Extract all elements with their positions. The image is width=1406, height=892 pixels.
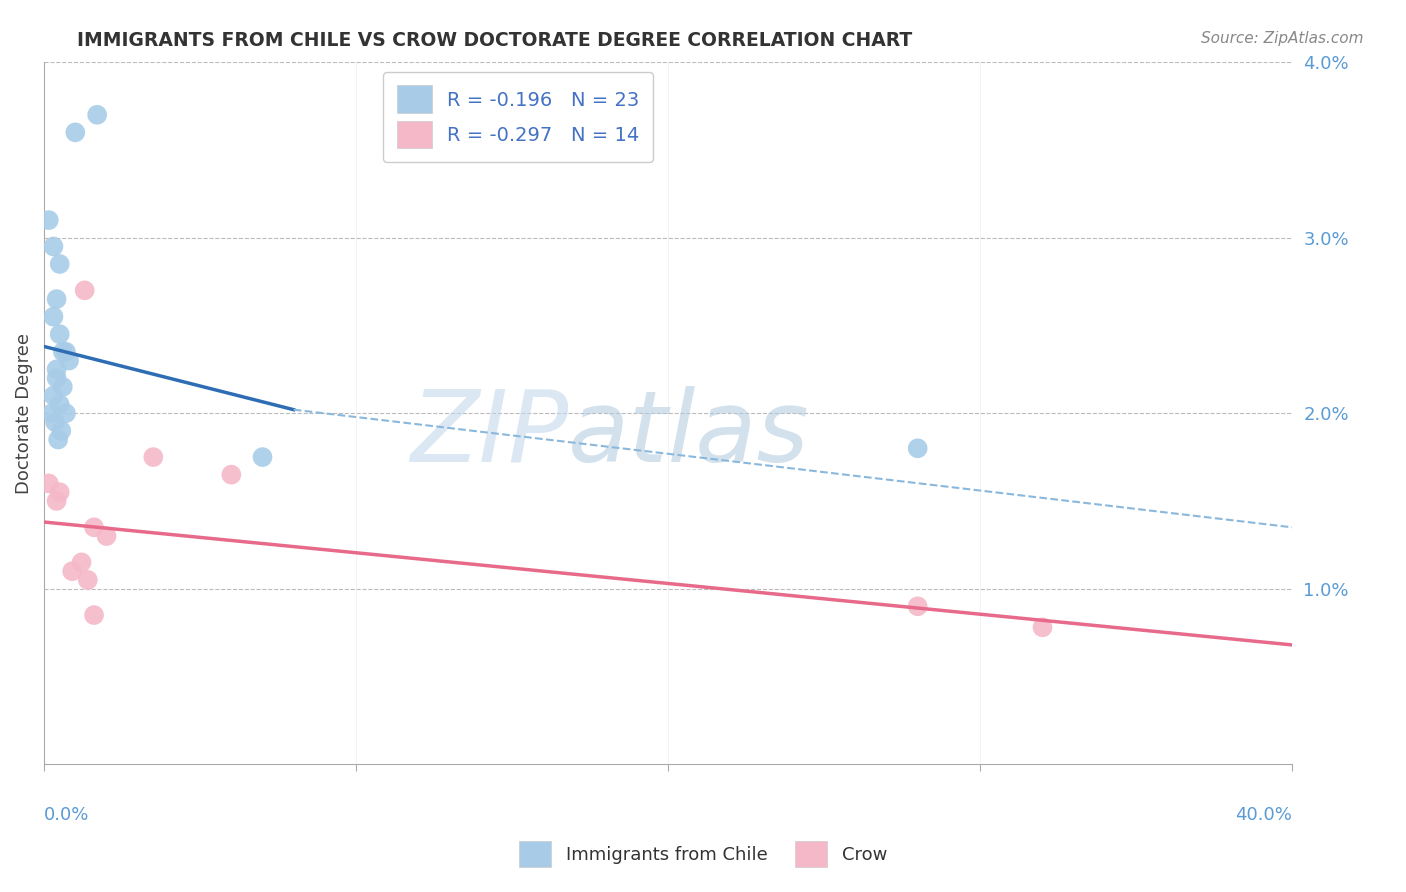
Point [52, 380, 75, 394]
Text: 40.0%: 40.0% [1236, 806, 1292, 824]
Point [48, 485, 70, 500]
Point [1031, 620, 1053, 634]
Point [46, 433, 69, 447]
Legend: Immigrants from Chile, Crow: Immigrants from Chile, Crow [512, 834, 894, 874]
Point [58, 353, 80, 368]
Point [907, 599, 929, 614]
Point [55, 344, 77, 359]
Text: ZIP: ZIP [411, 385, 568, 483]
Text: 0.0%: 0.0% [44, 806, 90, 824]
Text: atlas: atlas [568, 385, 810, 483]
Point [45, 371, 67, 385]
Point [73, 283, 96, 297]
Point [52, 344, 75, 359]
Point [142, 450, 165, 464]
Point [44, 415, 66, 429]
Point [55, 406, 77, 420]
Point [96, 529, 118, 543]
Point [51, 424, 73, 438]
Point [70, 556, 93, 570]
Point [48, 397, 70, 411]
Point [60, 564, 83, 578]
Point [907, 442, 929, 456]
Point [48, 257, 70, 271]
Point [41, 406, 63, 420]
Point [38, 476, 60, 491]
Point [38, 213, 60, 227]
Point [76, 573, 98, 587]
Text: Source: ZipAtlas.com: Source: ZipAtlas.com [1201, 31, 1364, 46]
Point [45, 494, 67, 508]
Point [42, 239, 65, 253]
Point [45, 292, 67, 306]
Text: IMMIGRANTS FROM CHILE VS CROW DOCTORATE DEGREE CORRELATION CHART: IMMIGRANTS FROM CHILE VS CROW DOCTORATE … [77, 31, 912, 50]
Point [83, 608, 105, 623]
Point [83, 520, 105, 534]
Point [42, 310, 65, 324]
Point [42, 389, 65, 403]
Point [86, 108, 108, 122]
Y-axis label: Doctorate Degree: Doctorate Degree [15, 333, 32, 493]
Point [45, 362, 67, 376]
Point [252, 450, 274, 464]
Point [221, 467, 243, 482]
Point [48, 327, 70, 342]
Legend: R = -0.196   N = 23, R = -0.297   N = 14: R = -0.196 N = 23, R = -0.297 N = 14 [384, 72, 654, 161]
Point [65, 125, 87, 139]
